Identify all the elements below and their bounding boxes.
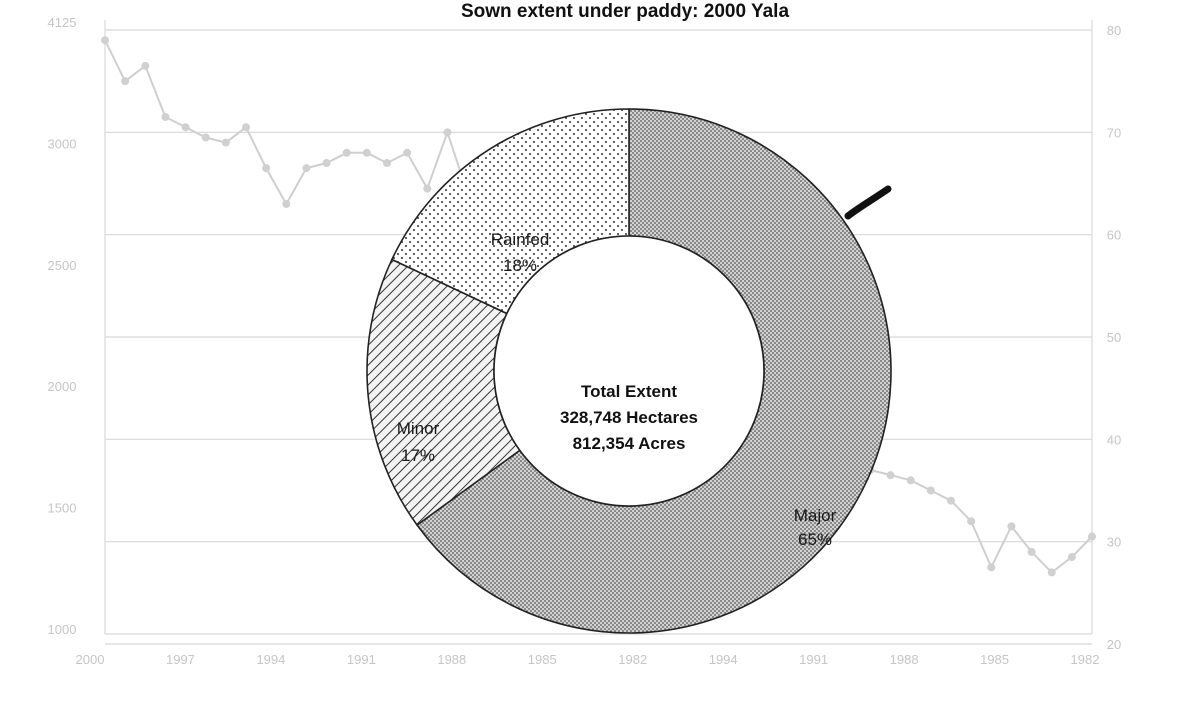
background-series-point: [362, 148, 371, 157]
pen-mark: [844, 185, 892, 220]
background-left-tick-label: 1000: [48, 622, 77, 637]
background-series-point: [967, 517, 976, 526]
background-x-tick-label: 1985: [528, 652, 557, 667]
slice-percent-minor: 17%: [401, 446, 435, 465]
background-series-point: [1067, 553, 1076, 562]
background-series-point: [282, 199, 291, 208]
donut-hole: [493, 235, 765, 507]
background-right-tick-label: 80: [1107, 23, 1121, 38]
background-series-point: [161, 112, 170, 121]
slice-label-major: Major: [794, 506, 837, 525]
background-series-point: [1088, 532, 1096, 541]
background-series-point: [926, 486, 935, 495]
center-label-title: Total Extent: [581, 382, 677, 401]
background-series-point: [987, 563, 996, 572]
background-series-point: [101, 36, 109, 45]
slice-percent-major: 65%: [798, 530, 832, 549]
background-series-point: [947, 496, 955, 505]
background-series-point: [1027, 547, 1036, 556]
background-x-tick-label: 1985: [980, 652, 1009, 667]
background-right-tick-label: 60: [1107, 228, 1121, 243]
background-series-point: [201, 133, 210, 142]
background-x-tick-label: 2000: [76, 652, 105, 667]
background-series-point: [141, 61, 150, 70]
background-series-point: [302, 164, 311, 173]
background-right-tick-label: 20: [1107, 637, 1121, 652]
background-x-tick-label: 1991: [347, 652, 376, 667]
background-x-tick-label: 1994: [709, 652, 738, 667]
background-series-point: [262, 164, 271, 173]
background-left-tick-label: 1500: [48, 501, 77, 516]
background-right-tick-label: 50: [1107, 330, 1121, 345]
background-right-tick-label: 30: [1107, 535, 1121, 550]
background-x-tick-label: 1997: [166, 652, 195, 667]
background-x-tick-label: 1988: [890, 652, 919, 667]
background-series-point: [443, 128, 452, 137]
center-label-acres: 812,354 Acres: [573, 434, 686, 453]
background-series-point: [1047, 568, 1056, 577]
background-right-tick-label: 40: [1107, 432, 1121, 447]
background-left-tick-label: 2500: [48, 258, 77, 273]
background-left-tick-label: 3000: [48, 136, 77, 151]
slice-percent-rainfed: 18%: [503, 256, 537, 275]
background-series-point: [242, 123, 250, 132]
background-x-tick-label: 1982: [1071, 652, 1100, 667]
background-series-point: [906, 476, 915, 485]
background-right-tick-label: 70: [1107, 125, 1121, 140]
background-series-point: [342, 148, 351, 157]
slice-label-rainfed: Rainfed: [491, 230, 550, 249]
background-series-point: [1007, 522, 1016, 531]
background-series-point: [181, 123, 190, 132]
background-x-tick-label: 1991: [799, 652, 828, 667]
background-series-point: [423, 184, 432, 193]
background-left-tick-label: 2000: [48, 379, 77, 394]
donut-slices: [366, 108, 892, 634]
background-series-point: [121, 77, 130, 86]
background-series-point: [221, 138, 230, 147]
background-left-tick-label: 4125: [48, 15, 77, 30]
center-label-hectares: 328,748 Hectares: [560, 408, 698, 427]
background-series-point: [322, 159, 331, 168]
background-series-point: [403, 148, 412, 157]
background-x-tick-label: 1988: [437, 652, 466, 667]
chart-title: Sown extent under paddy: 2000 Yala: [461, 1, 789, 22]
background-x-tick-label: 1994: [256, 652, 285, 667]
background-series-point: [383, 159, 391, 168]
background-x-tick-label: 1982: [618, 652, 647, 667]
background-series-point: [886, 471, 895, 480]
slice-label-minor: Minor: [397, 419, 440, 438]
